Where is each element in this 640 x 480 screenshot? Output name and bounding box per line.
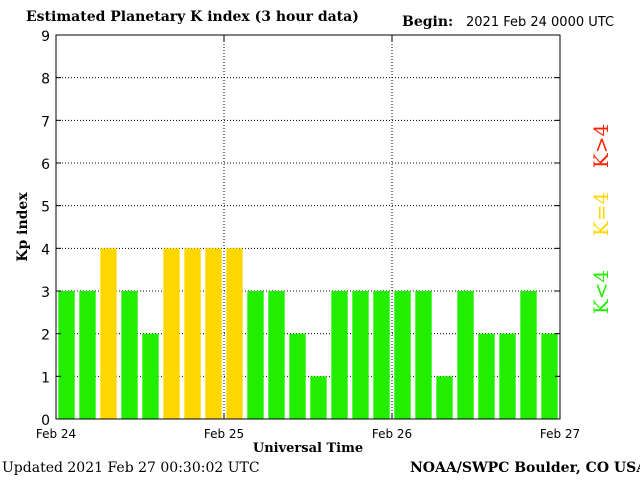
- kp-bar: [415, 291, 432, 419]
- kp-bar: [205, 248, 222, 419]
- legend-item: K=4: [589, 192, 613, 236]
- y-tick-label: 9: [41, 29, 50, 45]
- updated-timestamp: Updated 2021 Feb 27 00:30:02 UTC: [2, 460, 260, 476]
- source-credit: NOAA/SWPC Boulder, CO USA: [410, 460, 640, 476]
- kp-bar: [58, 291, 75, 419]
- kp-bar: [352, 291, 369, 419]
- y-tick-label: 2: [41, 328, 50, 344]
- kp-bar: [520, 291, 537, 419]
- x-axis-label: Universal Time: [253, 441, 363, 456]
- kp-bar: [478, 333, 495, 419]
- kp-bar: [247, 291, 264, 419]
- kp-bar: [436, 376, 453, 419]
- y-tick-label: 6: [41, 157, 50, 173]
- y-tick-label: 5: [41, 200, 50, 216]
- plot-frame: [55, 34, 561, 420]
- x-tick-label: Feb 27: [540, 427, 580, 441]
- kp-bar: [163, 248, 180, 419]
- y-tick-label: 7: [41, 114, 50, 130]
- kp-bar: [184, 248, 201, 419]
- y-tick-label: 3: [41, 285, 50, 301]
- bars-group: [58, 248, 558, 419]
- legend-item: K<4: [589, 270, 613, 314]
- axis-ticks: [55, 34, 561, 420]
- kp-bar: [100, 248, 117, 419]
- y-axis-label: Kp index: [15, 192, 31, 262]
- x-tick-label: Feb 24: [36, 427, 76, 441]
- chart-title: Estimated Planetary K index (3 hour data…: [26, 9, 359, 25]
- y-tick-label: 8: [41, 72, 50, 88]
- y-tick-label: 0: [41, 413, 50, 429]
- kp-bar: [310, 376, 327, 419]
- y-tick-label: 1: [41, 370, 50, 386]
- kp-bar: [268, 291, 285, 419]
- kp-bar: [121, 291, 138, 419]
- y-tick-label: 4: [41, 242, 50, 258]
- legend-group: K<4 K=4 K>4: [589, 124, 613, 314]
- kp-bar: [373, 291, 390, 419]
- x-tick-label: Feb 25: [204, 427, 244, 441]
- kp-bar: [331, 291, 348, 419]
- begin-label: Begin:: [402, 14, 454, 30]
- x-tick-label: Feb 26: [372, 427, 412, 441]
- begin-value: 2021 Feb 24 0000 UTC: [466, 15, 615, 30]
- y-tick-labels: 0 1 2 3 4 5 6 7 8 9: [41, 29, 50, 429]
- kp-bar: [226, 248, 243, 419]
- kp-bar: [541, 333, 558, 419]
- legend-item: K>4: [589, 124, 613, 168]
- kp-bar: [289, 333, 306, 419]
- kp-bar: [457, 291, 474, 419]
- kp-bar: [394, 291, 411, 419]
- kp-bar: [142, 333, 159, 419]
- kp-bar: [499, 333, 516, 419]
- kp-bar: [79, 291, 96, 419]
- x-tick-labels: Feb 24 Feb 25 Feb 26 Feb 27: [36, 427, 580, 441]
